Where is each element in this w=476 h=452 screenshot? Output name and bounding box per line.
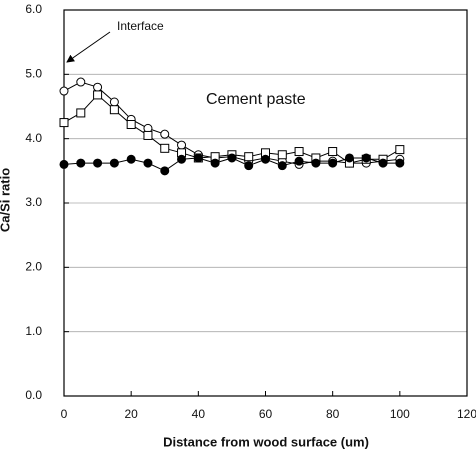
marker bbox=[395, 158, 405, 168]
y-tick-label: 0.0 bbox=[25, 388, 42, 402]
y-tick-label: 1.0 bbox=[25, 324, 42, 338]
annotation: Cement paste bbox=[206, 91, 306, 108]
marker bbox=[76, 158, 86, 168]
x-tick-label: 20 bbox=[124, 407, 138, 421]
marker bbox=[277, 150, 287, 160]
annotation: Interface bbox=[117, 19, 164, 33]
marker bbox=[109, 158, 119, 168]
marker bbox=[160, 166, 170, 176]
marker bbox=[143, 130, 153, 140]
marker bbox=[193, 153, 203, 163]
marker bbox=[93, 82, 103, 92]
marker bbox=[59, 118, 69, 128]
marker bbox=[126, 120, 136, 130]
x-tick-label: 60 bbox=[259, 407, 273, 421]
y-tick-label: 2.0 bbox=[25, 260, 42, 274]
marker bbox=[294, 147, 304, 157]
marker bbox=[344, 153, 354, 163]
marker bbox=[76, 77, 86, 87]
marker bbox=[93, 90, 103, 100]
marker bbox=[261, 154, 270, 164]
marker bbox=[59, 159, 69, 169]
marker bbox=[109, 105, 119, 115]
marker bbox=[109, 97, 119, 107]
x-axis-title: Distance from wood surface (um) bbox=[163, 434, 369, 449]
x-tick-label: 40 bbox=[192, 407, 206, 421]
marker bbox=[160, 143, 170, 153]
marker bbox=[294, 156, 304, 166]
marker bbox=[160, 129, 170, 139]
plot-frame bbox=[63, 9, 468, 397]
marker bbox=[59, 86, 69, 96]
y-tick-label: 3.0 bbox=[25, 195, 42, 209]
marker bbox=[126, 154, 136, 164]
x-tick-label: 100 bbox=[390, 407, 410, 421]
marker bbox=[244, 161, 254, 171]
marker bbox=[328, 147, 338, 157]
marker bbox=[177, 140, 187, 150]
y-axis-title: Ca/Si ratio bbox=[0, 168, 12, 232]
y-tick-label: 4.0 bbox=[25, 131, 42, 145]
marker bbox=[395, 145, 405, 155]
annotation-arrow bbox=[66, 31, 111, 63]
marker bbox=[378, 158, 388, 168]
marker bbox=[277, 161, 287, 171]
marker bbox=[177, 154, 187, 164]
marker bbox=[227, 153, 237, 163]
marker bbox=[210, 158, 220, 168]
marker bbox=[311, 158, 321, 168]
marker bbox=[244, 152, 254, 162]
marker bbox=[93, 158, 103, 168]
y-tick-label: 5.0 bbox=[25, 67, 42, 81]
marker bbox=[143, 158, 153, 168]
marker bbox=[76, 108, 86, 118]
x-tick-label: 0 bbox=[61, 407, 68, 421]
marker bbox=[361, 153, 371, 163]
y-tick-label: 6.0 bbox=[25, 2, 42, 16]
marker bbox=[328, 158, 338, 168]
x-tick-label: 120 bbox=[457, 407, 476, 421]
x-tick-label: 80 bbox=[326, 407, 340, 421]
